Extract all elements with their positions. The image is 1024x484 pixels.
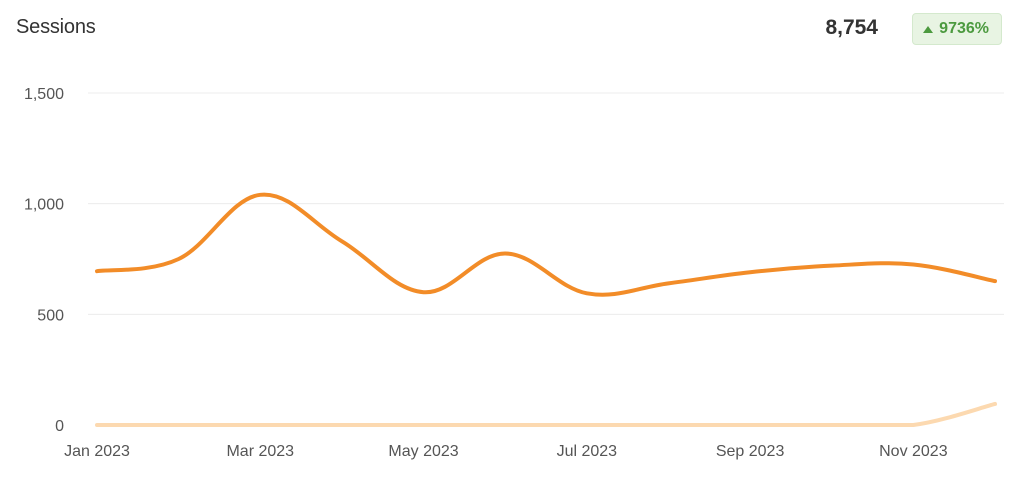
comparison-series-line: [95, 401, 997, 428]
sessions-total: 8,754: [825, 16, 878, 39]
chart-title: Sessions: [16, 16, 96, 38]
up-arrow-icon: [923, 25, 934, 33]
chart-header: Sessions 8,754 9736%: [0, 0, 1024, 60]
x-tick-label: Jul 2023: [557, 443, 618, 460]
sessions-series-line: [95, 192, 997, 297]
y-tick-label: 1,500: [24, 86, 64, 103]
y-tick-label: 1,000: [24, 197, 64, 214]
series-lines: [95, 192, 997, 428]
change-value: 9736%: [939, 20, 989, 37]
x-tick-label: Mar 2023: [226, 443, 294, 460]
y-axis-ticks: 0 500 1,000 1,500: [24, 86, 64, 435]
grid-lines: [88, 92, 1004, 315]
y-tick-label: 500: [37, 307, 64, 324]
change-badge: 9736%: [912, 13, 1002, 45]
x-tick-label: Nov 2023: [879, 443, 948, 460]
x-tick-label: Sep 2023: [716, 443, 785, 460]
y-tick-label: 0: [55, 418, 64, 435]
x-tick-label: May 2023: [388, 443, 458, 460]
x-tick-label: Jan 2023: [64, 443, 130, 460]
x-axis-ticks: Jan 2023 Mar 2023 May 2023 Jul 2023 Sep 2023…: [64, 443, 948, 460]
